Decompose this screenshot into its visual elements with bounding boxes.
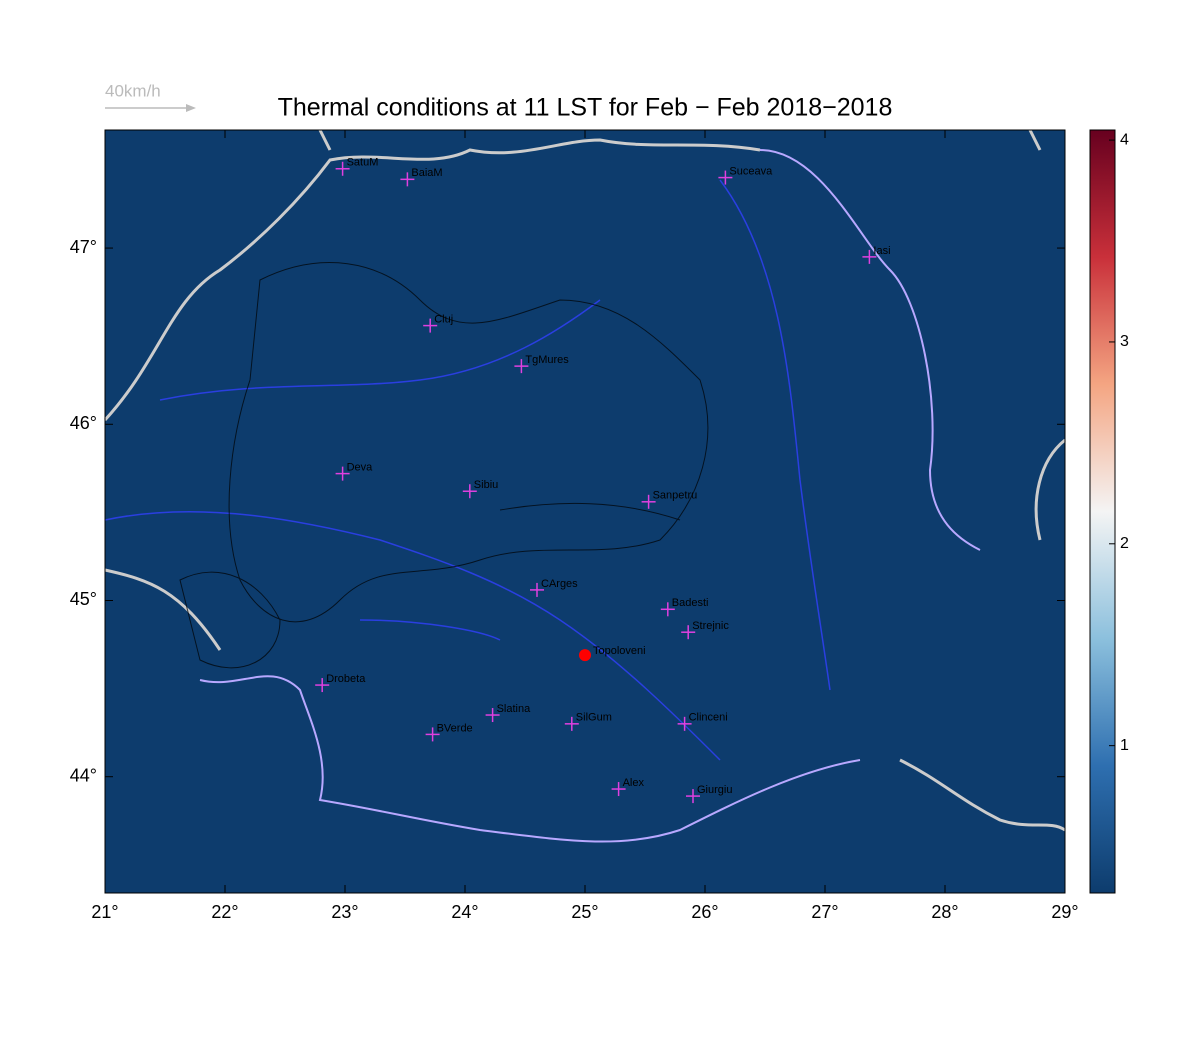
city-marker <box>641 494 656 509</box>
x-tick-label: 27° <box>811 902 838 922</box>
romania-border <box>199 149 981 843</box>
city-marker <box>677 716 692 731</box>
map-title: Thermal conditions at 11 LST for Feb − F… <box>278 94 893 122</box>
city-label: Clinceni <box>689 712 728 724</box>
city-marker <box>514 359 529 374</box>
city-label: TgMures <box>525 354 569 366</box>
x-tick-label: 25° <box>571 902 598 922</box>
city-marker <box>681 625 696 640</box>
colorbar <box>1089 129 1116 894</box>
scale-arrow <box>105 104 196 112</box>
y-tick-label: 47° <box>70 237 97 257</box>
city-label: Alex <box>623 777 645 789</box>
colorbar-tick-label: 3 <box>1120 333 1129 350</box>
city-label: Giurgiu <box>697 784 732 796</box>
city-label: CArges <box>541 578 578 590</box>
colorbar-tick-label: 4 <box>1120 131 1129 148</box>
city-label: Deva <box>347 462 374 474</box>
x-tick-label: 24° <box>451 902 478 922</box>
x-tick-label: 28° <box>931 902 958 922</box>
x-tick-label: 22° <box>211 902 238 922</box>
city-label: Badesti <box>672 597 709 609</box>
scale-label: 40km/h <box>105 81 161 100</box>
x-tick-label: 23° <box>331 902 358 922</box>
city-marker <box>862 249 877 264</box>
city-label: Drobeta <box>326 673 366 685</box>
city-label: Iasi <box>873 245 890 257</box>
city-marker <box>423 318 438 333</box>
city-label: Slatina <box>497 703 532 715</box>
city-label: Sibiu <box>474 479 498 491</box>
city-marker <box>564 716 579 731</box>
y-tick-label: 45° <box>70 589 97 609</box>
city-marker <box>462 484 477 499</box>
city-marker <box>485 708 500 723</box>
city-marker <box>335 161 350 176</box>
city-label: Sanpetru <box>653 490 698 502</box>
city-label: Cluj <box>434 314 453 326</box>
city-label: BaiaM <box>411 167 442 179</box>
city-label: SilGum <box>576 712 612 724</box>
city-marker <box>686 789 700 804</box>
city-marker <box>425 727 440 742</box>
city-label: SatuM <box>347 157 379 169</box>
city-marker <box>315 678 330 693</box>
city-marker <box>335 466 350 481</box>
city-label: Suceava <box>729 165 773 177</box>
map-area: SatuM BaiaM Suceava Iasi Cluj TgMures Deva Sibi… <box>103 129 1066 893</box>
city-label: BVerde <box>437 722 473 734</box>
x-tick-label: 26° <box>691 902 718 922</box>
y-tick-label: 44° <box>70 765 97 785</box>
country-borders <box>103 129 1066 832</box>
terrain-contours <box>179 262 709 669</box>
city-marker <box>400 172 415 187</box>
colorbar-tick-label: 1 <box>1120 737 1129 754</box>
x-tick-label: 29° <box>1051 902 1078 922</box>
colorbar-tick-label: 2 <box>1120 535 1129 552</box>
station-label: Topoloveni <box>593 645 646 657</box>
city-marker <box>718 170 733 185</box>
city-marker <box>660 602 675 617</box>
city-marker <box>611 782 626 797</box>
x-tick-label: 21° <box>91 902 118 922</box>
city-marker <box>530 582 544 597</box>
city-label: Strejnic <box>692 620 729 632</box>
field <box>105 130 1065 893</box>
y-tick-label: 46° <box>70 413 97 433</box>
station-marker <box>579 649 591 662</box>
rivers <box>104 179 831 761</box>
